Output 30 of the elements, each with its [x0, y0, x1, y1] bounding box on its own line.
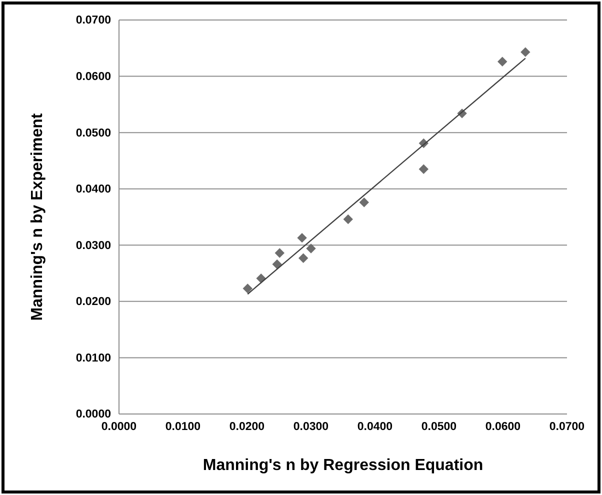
point [242, 284, 252, 294]
y-tick-label: 0.0000 [76, 408, 111, 421]
x-axis-title: Manning's n by Regression Equation [202, 457, 484, 474]
x-tick-label: 0.0300 [293, 421, 329, 434]
y-axis-title: Manning's n by Experiment [29, 112, 46, 321]
point [343, 214, 353, 224]
x-tick-label: 0.0500 [421, 421, 457, 434]
point [418, 164, 428, 174]
x-tick-label: 0.0000 [101, 421, 137, 434]
point [272, 259, 282, 270]
point [359, 198, 369, 208]
x-tick-label: 0.0200 [229, 421, 265, 434]
point [520, 47, 530, 57]
y-tick-label: 0.0300 [76, 240, 111, 252]
point [256, 274, 266, 284]
point [274, 248, 284, 258]
y-tick-label: 0.0100 [76, 352, 111, 364]
point [306, 244, 316, 254]
y-tick-label: 0.0200 [76, 296, 111, 308]
x-tick-label: 0.0700 [549, 421, 585, 434]
y-tick-label: 0.0400 [76, 184, 111, 196]
point [298, 253, 308, 263]
x-tick-label: 0.0600 [485, 421, 521, 434]
point [297, 232, 307, 243]
x-tick-label: 0.0400 [357, 421, 393, 434]
y-tick-label: 0.0500 [76, 127, 111, 140]
y-tick-label: 0.0700 [76, 14, 111, 27]
y-tick-label: 0.0600 [76, 70, 111, 83]
point [498, 56, 508, 66]
x-tick-label: 0.0100 [165, 421, 201, 434]
